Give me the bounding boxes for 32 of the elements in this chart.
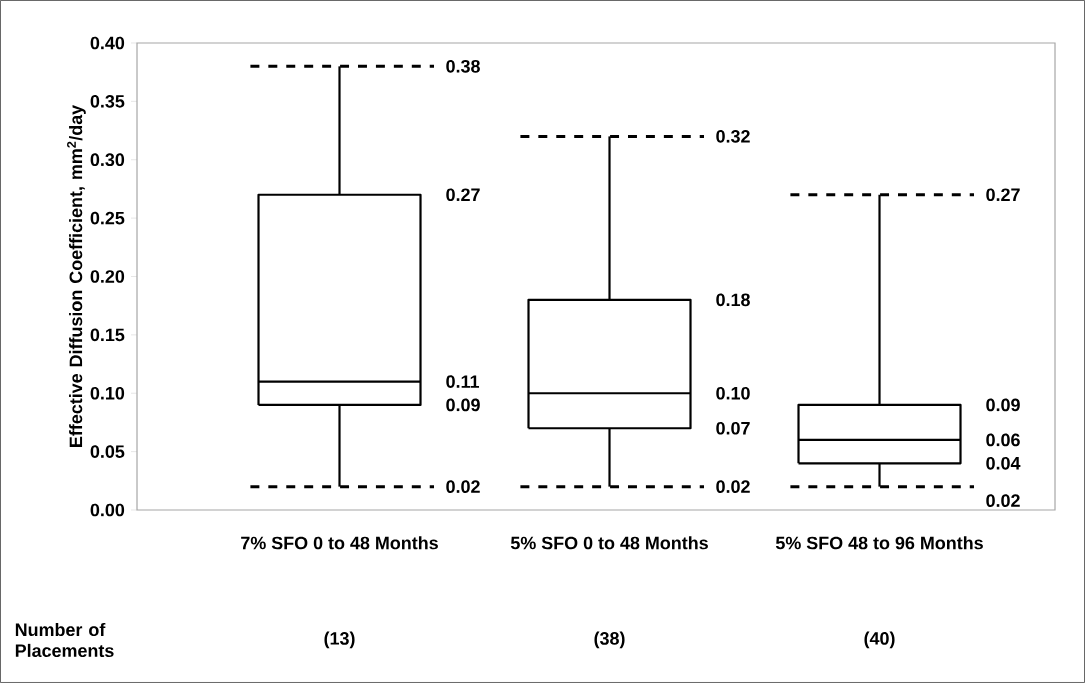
annotation: 0.11 [446, 375, 480, 388]
annotation: 0.10 [716, 386, 750, 400]
annotation: 0.02 [716, 480, 750, 493]
annotation: 0.09 [986, 398, 1020, 412]
annotation: 0.09 [446, 398, 480, 412]
text: (40) [864, 631, 895, 649]
x-tick-label: 7% SFO 0 to 48 Months [241, 536, 438, 550]
annotation: 0.06 [986, 433, 1020, 447]
y-tick-label: 0.00 [90, 503, 125, 517]
y-tick-label: 0.05 [90, 445, 125, 458]
y-axis-title: Effective Diffusion Coefficient, mm$^{2}$/day [67, 104, 86, 447]
text: (13) [324, 631, 355, 649]
annotation: 0.38 [446, 59, 480, 73]
x-tick-label: 5% SFO 0 to 48 Months [510, 536, 708, 550]
y-tick-label: 0.20 [90, 270, 125, 283]
y-tick-label: 0.30 [90, 153, 125, 167]
annotation: 0.27 [986, 188, 1020, 202]
y-tick-label: 0.40 [90, 36, 125, 50]
annotation: 0.04 [986, 456, 1021, 470]
text: (38) [594, 631, 625, 649]
annotation: 0.02 [446, 480, 480, 493]
text: Number of Placements [15, 622, 114, 658]
annotation: 0.18 [716, 293, 750, 307]
annotation: 0.02 [986, 494, 1020, 507]
x-tick-label: 5% SFO 48 to 96 Months [775, 536, 983, 550]
annotation: 0.27 [446, 188, 480, 202]
y-tick-label: 0.15 [90, 328, 125, 342]
y-tick-label: 0.35 [90, 94, 125, 108]
annotation: 0.32 [716, 130, 750, 143]
y-tick-label: 0.10 [90, 386, 125, 400]
y-tick-label: 0.25 [90, 211, 125, 225]
annotation: 0.07 [716, 421, 750, 435]
